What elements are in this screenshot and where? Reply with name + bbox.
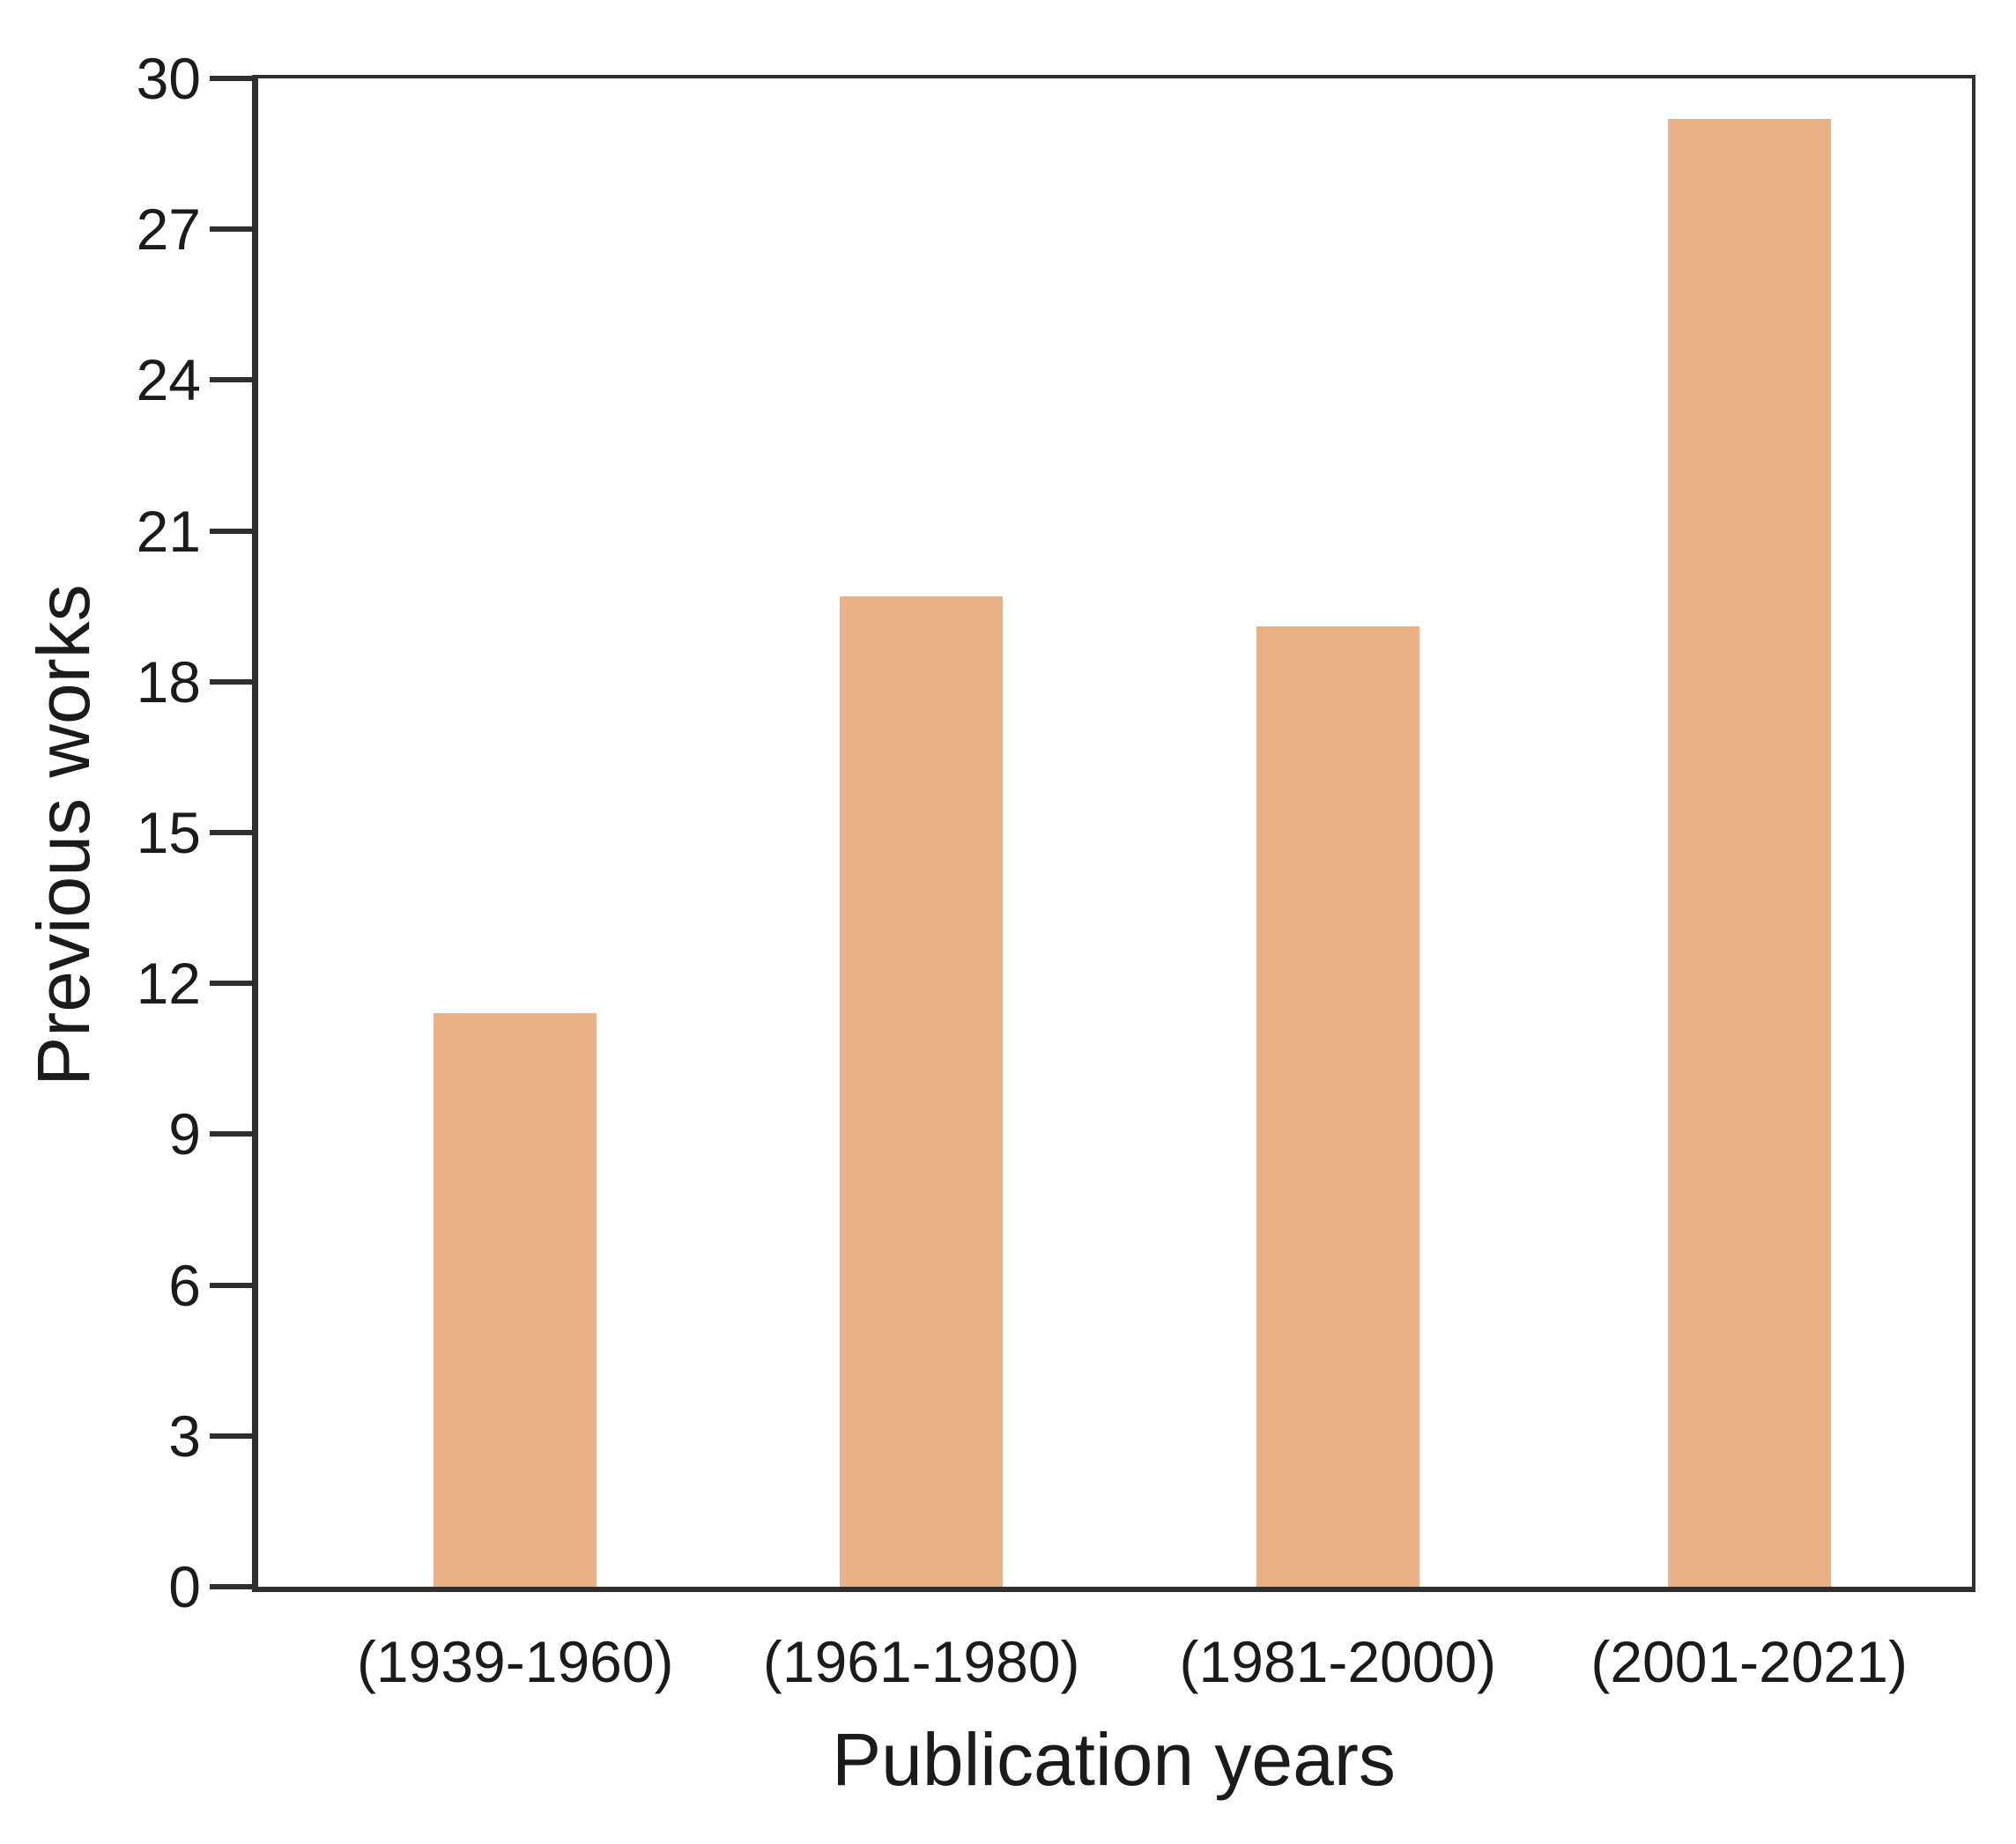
y-tick-label: 30 (136, 46, 201, 111)
y-tick-label: 21 (136, 498, 201, 564)
x-tick-label: (1981-2000) (1179, 1629, 1497, 1694)
y-tick-mark (210, 1433, 252, 1439)
y-tick-label: 3 (168, 1403, 201, 1469)
bar (1256, 626, 1419, 1587)
x-tick-label: (2001-2021) (1590, 1629, 1908, 1694)
y-tick-mark (210, 678, 252, 685)
plot-area: 0 3 6 9 12 15 18 21 24 27 30 (1939-1960) (1961-1980… (137, 49, 1975, 1691)
x-axis-title: Publication years (832, 1718, 1396, 1801)
y-tick-mark (210, 377, 252, 383)
y-tick-label: 18 (136, 648, 201, 715)
y-tick-mark (210, 981, 252, 987)
y-tick-label: 6 (168, 1252, 201, 1318)
y-tick-label: 24 (136, 347, 201, 413)
y-tick-label: 12 (136, 951, 201, 1017)
bars (258, 78, 1972, 1587)
x-tick-label: (1961-1980) (762, 1629, 1080, 1694)
y-tick-mark (210, 226, 252, 233)
y-tick-mark (210, 830, 252, 835)
y-tick-mark (210, 76, 252, 81)
y-tick-label: 27 (136, 196, 201, 263)
x-axis-labels: (1939-1960) (1961-1980) (1981-2000) (2001-2… (258, 78, 1972, 1691)
x-tick-label: (1939-1960) (356, 1629, 674, 1694)
bar (434, 1013, 597, 1587)
y-tick-mark (210, 528, 252, 534)
y-tick-label: 9 (168, 1101, 201, 1167)
bar (1667, 118, 1831, 1587)
y-tick-mark (210, 1131, 252, 1137)
y-axis-ticks: 0 3 6 9 12 15 18 21 24 27 30 (137, 49, 1972, 1616)
y-tick-label: 0 (168, 1554, 201, 1619)
y-tick-label: 15 (136, 800, 201, 865)
y-tick-mark (210, 1584, 252, 1589)
y-tick-mark (210, 1282, 252, 1288)
bar (840, 596, 1004, 1587)
